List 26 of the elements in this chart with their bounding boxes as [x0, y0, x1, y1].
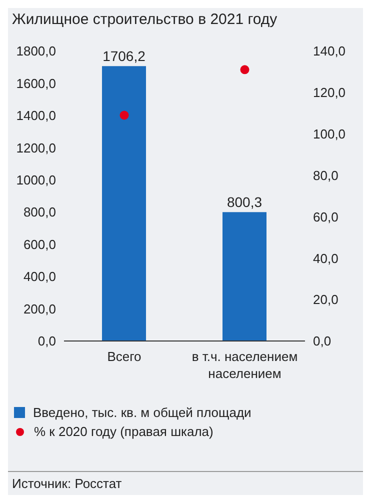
y2-tick-label: 100,0 [313, 126, 346, 142]
chart-title: Жилищное строительство в 2021 году [11, 10, 278, 30]
y2-tick-label: 0,0 [313, 334, 332, 349]
y-tick-label: 400,0 [23, 269, 56, 284]
y2-tick-label: 60,0 [313, 209, 338, 224]
y-tick-label: 1200,0 [16, 140, 56, 156]
y-tick-label: 600,0 [23, 236, 56, 252]
y-tick-label: 200,0 [23, 301, 56, 316]
y-tick-label: 1400,0 [16, 108, 56, 124]
legend-label: % к 2020 году (правая шкала) [34, 424, 214, 439]
y-tick-label: 0,0 [38, 334, 56, 349]
y-tick-label: 800,0 [23, 204, 56, 220]
x-tick-label: Всего [107, 349, 142, 364]
y2-tick-label: 140,0 [313, 44, 346, 59]
y2-tick-label: 40,0 [313, 250, 338, 266]
y-tick-label: 1800,0 [16, 44, 56, 59]
y-tick-label: 1600,0 [16, 76, 56, 91]
legend-label: Введено, тыс. кв. м общей площади [33, 405, 252, 420]
y2-tick-label: 80,0 [313, 168, 338, 183]
y2-tick-label: 120,0 [313, 85, 346, 100]
x-tick-label: в т.ч. населением населением [192, 349, 298, 381]
y2-tick-label: 20,0 [313, 292, 338, 308]
text: 1706,2 [102, 48, 146, 64]
text: 800,3 [226, 194, 262, 210]
y-tick-label: 1000,0 [16, 172, 56, 188]
text: Источник: Росстат [12, 476, 123, 491]
